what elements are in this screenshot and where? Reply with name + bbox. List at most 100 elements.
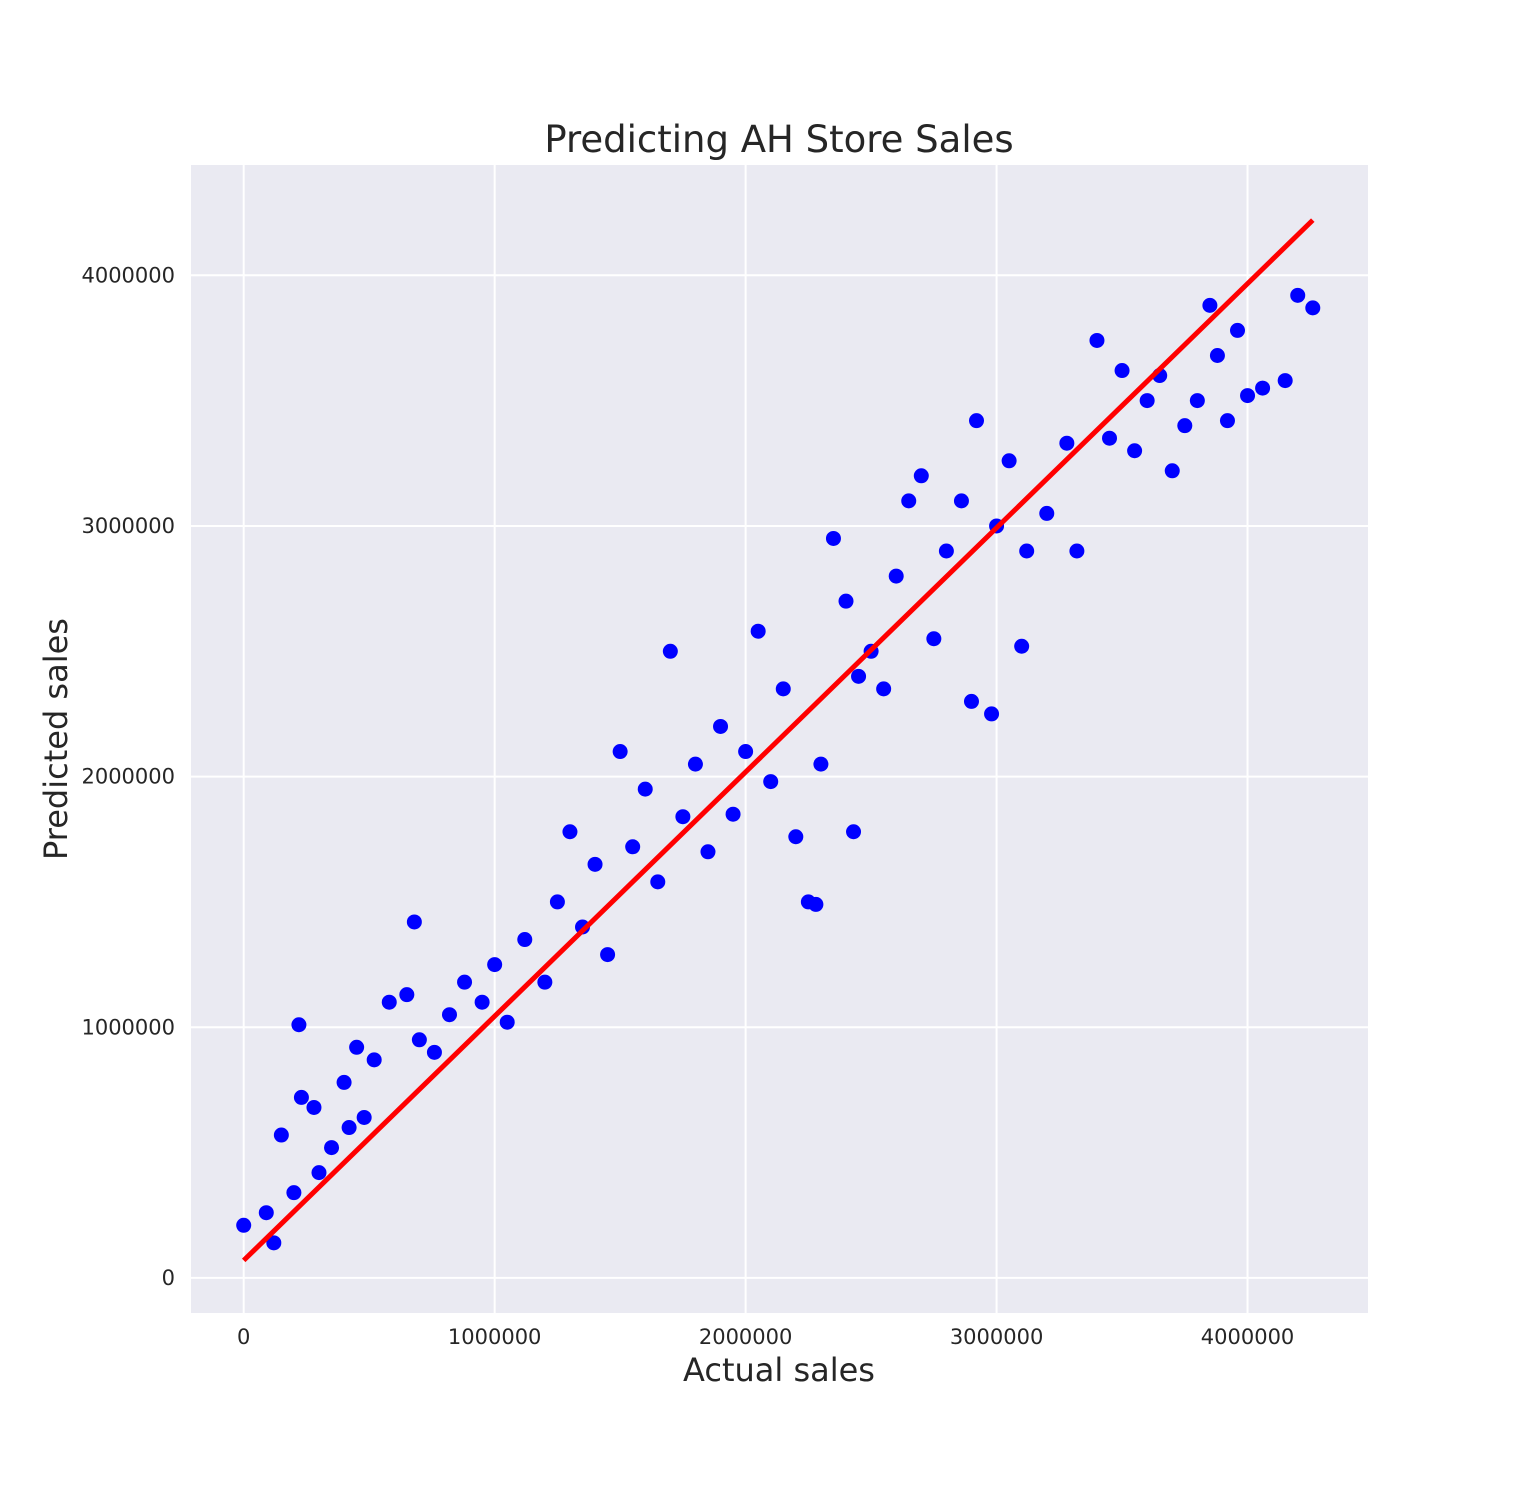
data-point	[901, 493, 917, 509]
data-point	[926, 631, 942, 647]
data-point	[650, 874, 666, 890]
data-point	[1202, 297, 1218, 313]
data-point	[1277, 373, 1293, 389]
scatter-points	[236, 287, 1321, 1251]
data-point	[813, 756, 829, 772]
data-point	[266, 1235, 282, 1251]
y-tick-label: 1000000	[81, 1015, 175, 1039]
data-point	[1177, 418, 1193, 434]
x-axis-label: Actual sales	[683, 1351, 875, 1389]
data-point	[406, 914, 422, 930]
data-point	[1039, 505, 1055, 521]
data-point	[675, 809, 691, 825]
x-tick-labels: 0 1000000 2000000 3000000 4000000	[237, 1325, 1294, 1349]
x-tick-label: 4000000	[1201, 1325, 1295, 1349]
data-point	[612, 744, 628, 760]
data-point	[763, 774, 779, 790]
data-point	[775, 681, 791, 697]
reference-line-path	[241, 218, 1315, 1263]
data-point	[311, 1165, 327, 1181]
data-point	[913, 468, 929, 484]
data-point	[984, 706, 1000, 722]
data-point	[474, 994, 490, 1010]
data-point	[537, 974, 553, 990]
data-point	[399, 987, 415, 1003]
data-point	[324, 1140, 340, 1156]
data-point	[700, 844, 716, 860]
y-tick-label: 3000000	[81, 514, 175, 538]
data-point	[574, 919, 590, 935]
data-point	[273, 1127, 289, 1143]
data-point	[953, 493, 969, 509]
data-point	[1001, 453, 1017, 469]
data-point	[1164, 463, 1180, 479]
data-point	[1290, 287, 1306, 303]
data-point	[1139, 393, 1155, 409]
data-point	[713, 718, 729, 734]
data-point	[625, 839, 641, 855]
data-point	[1230, 322, 1246, 338]
data-point	[1069, 543, 1085, 559]
data-point	[851, 668, 867, 684]
data-point	[750, 623, 766, 639]
data-point	[499, 1014, 515, 1030]
y-tick-label: 2000000	[81, 765, 175, 789]
y-gridlines	[191, 274, 1368, 1279]
chart-title: Predicting AH Store Sales	[544, 118, 1013, 161]
data-point	[1114, 363, 1130, 379]
data-point	[938, 543, 954, 559]
x-tick-label: 0	[237, 1325, 250, 1349]
data-point	[1014, 638, 1030, 654]
data-point	[341, 1120, 357, 1136]
data-point	[825, 530, 841, 546]
x-gridlines	[242, 165, 1249, 1313]
data-point	[517, 932, 533, 948]
data-point	[258, 1205, 274, 1221]
data-point	[1089, 332, 1105, 348]
data-point	[457, 974, 473, 990]
data-point	[1255, 380, 1271, 396]
data-point	[487, 957, 503, 973]
data-point	[1127, 443, 1143, 459]
data-point	[1219, 413, 1235, 429]
data-point	[587, 856, 603, 872]
data-point	[349, 1039, 365, 1055]
data-point	[1059, 435, 1075, 451]
data-point	[411, 1032, 427, 1048]
data-point	[306, 1099, 322, 1115]
data-point	[969, 413, 985, 429]
data-point	[846, 824, 862, 840]
data-point	[381, 994, 397, 1010]
data-point	[286, 1185, 302, 1201]
data-point	[549, 894, 565, 910]
data-point	[662, 643, 678, 659]
data-point	[687, 756, 703, 772]
data-point	[838, 593, 854, 609]
x-tick-label: 3000000	[950, 1325, 1044, 1349]
data-point	[293, 1089, 309, 1105]
data-point	[876, 681, 892, 697]
data-point	[808, 896, 824, 912]
data-point	[788, 829, 804, 845]
data-point	[888, 568, 904, 584]
data-point	[637, 781, 653, 797]
data-point	[1019, 543, 1035, 559]
data-point	[356, 1109, 372, 1125]
data-point	[1240, 388, 1256, 404]
data-point	[725, 806, 741, 822]
data-point	[562, 824, 578, 840]
reference-line	[241, 218, 1315, 1263]
data-point	[441, 1007, 457, 1023]
y-tick-label: 0	[162, 1266, 175, 1290]
data-point	[1102, 430, 1118, 446]
data-point	[600, 947, 616, 963]
data-point	[738, 744, 754, 760]
y-tick-labels: 0 1000000 2000000 3000000 4000000	[81, 263, 175, 1290]
data-point	[236, 1217, 252, 1233]
data-point	[1189, 393, 1205, 409]
data-point	[426, 1044, 442, 1060]
data-point	[366, 1052, 382, 1068]
data-point	[336, 1074, 352, 1090]
data-point	[963, 693, 979, 709]
